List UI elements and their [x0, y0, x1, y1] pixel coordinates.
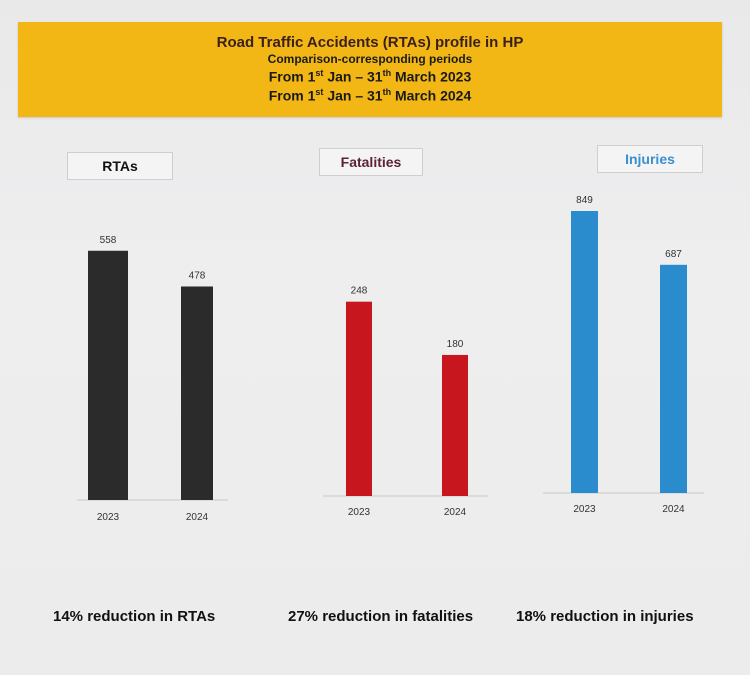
fatalities-chart-title: Fatalities — [319, 148, 423, 176]
rtas-bar-2023 — [88, 250, 128, 500]
fatalities-tick-label-2024: 2024 — [444, 507, 467, 518]
injuries-value-label-2023: 849 — [576, 195, 593, 206]
fatalities-value-label-2024: 180 — [447, 339, 464, 350]
injuries-value-label-2024: 687 — [665, 249, 682, 260]
rtas-tick-label-2024: 2024 — [186, 512, 209, 523]
period-2024: From 1st Jan – 31th March 2024 — [268, 86, 472, 104]
rtas-value-label-2024: 478 — [189, 270, 206, 281]
chart-title: Road Traffic Accidents (RTAs) profile in… — [216, 34, 524, 51]
fatalities-bar-2024 — [442, 354, 468, 496]
injuries-chart-title: Injuries — [597, 145, 703, 173]
rtas-bar-2024 — [181, 286, 213, 500]
injuries-tick-label-2023: 2023 — [573, 504, 596, 515]
chart-subtitle: Comparison-corresponding periods — [267, 52, 473, 66]
injuries-tick-label-2024: 2024 — [662, 504, 685, 515]
footer-fatalities: 27% reduction in fatalities — [288, 608, 474, 625]
injuries-bar-2023 — [571, 211, 598, 493]
title-banner: Road Traffic Accidents (RTAs) profile in… — [18, 22, 722, 117]
rtas-value-label-2023: 558 — [100, 235, 117, 246]
rtas-tick-label-2023: 2023 — [97, 512, 120, 523]
injuries-bar-2024 — [660, 264, 687, 493]
fatalities-tick-label-2023: 2023 — [348, 507, 371, 518]
fatalities-bar-2023 — [346, 301, 372, 496]
rtas-chart-title: RTAs — [67, 152, 173, 180]
footer-rtas: 14% reduction in RTAs — [53, 608, 216, 625]
period-2023: From 1st Jan – 31th March 2023 — [268, 68, 472, 85]
footer-injuries: 18% reduction in injuries — [516, 608, 694, 625]
fatalities-value-label-2023: 248 — [351, 286, 368, 297]
